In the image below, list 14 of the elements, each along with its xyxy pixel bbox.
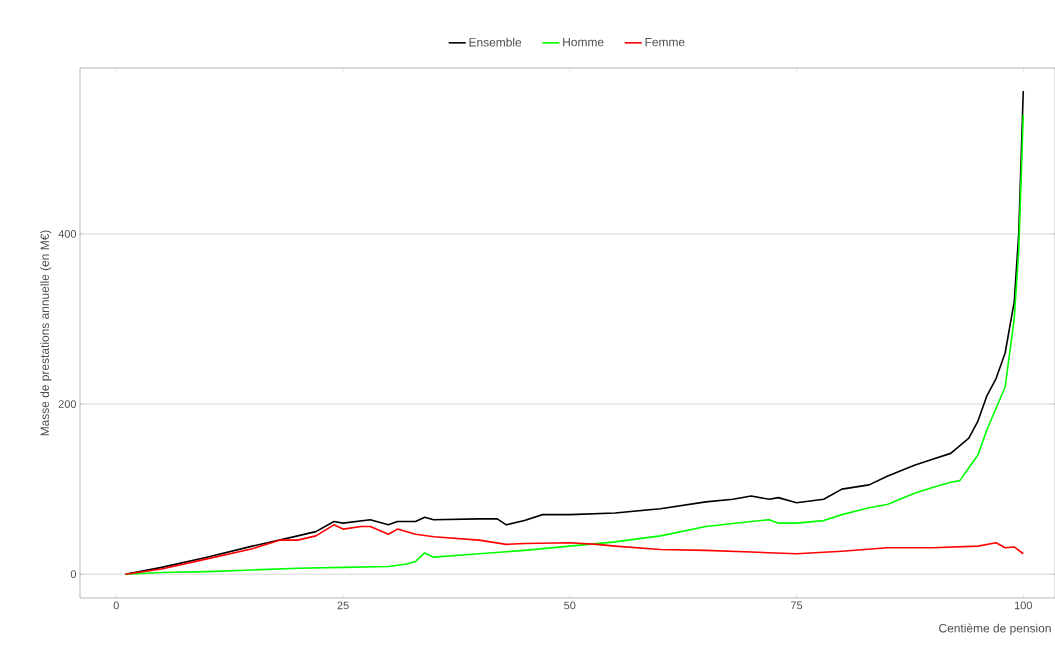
x-tick-label: 50 bbox=[564, 601, 576, 610]
y-tick-label: 200 bbox=[58, 400, 77, 408]
legend-label: Femme bbox=[645, 37, 685, 47]
y-tick-label: 400 bbox=[58, 230, 77, 238]
x-tick-label: 25 bbox=[337, 601, 349, 610]
x-tick-label: 0 bbox=[113, 601, 119, 610]
legend-label: Ensemble bbox=[469, 37, 522, 47]
x-tick-label: 75 bbox=[790, 601, 803, 610]
legend-label: Homme bbox=[563, 37, 604, 47]
y-tick-label: 0 bbox=[70, 570, 77, 579]
line-series bbox=[124, 524, 1025, 575]
x-axis-title: Centième de pension bbox=[939, 623, 1051, 635]
y-axis-title: Masse de prestations annuelle (en M€) bbox=[40, 230, 52, 436]
x-tick-label: 100 bbox=[1014, 601, 1032, 610]
